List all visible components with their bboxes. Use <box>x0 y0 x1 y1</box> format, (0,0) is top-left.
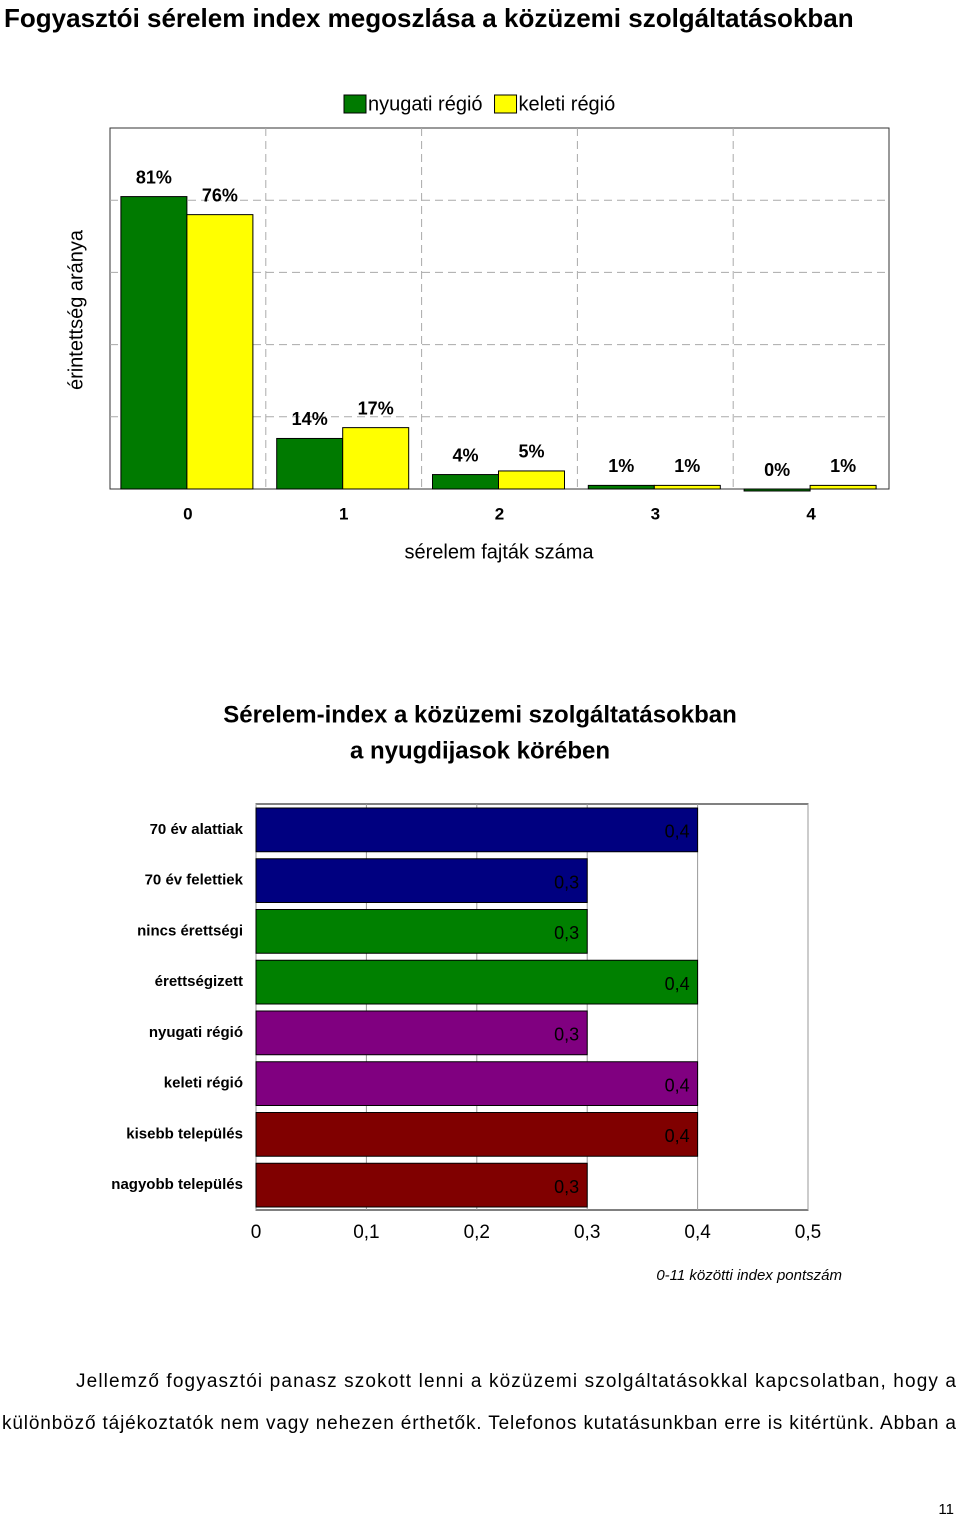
x-tick-label: 2 <box>495 504 504 523</box>
category-label: keleti régió <box>164 1075 243 1092</box>
value-label: 0% <box>764 460 790 480</box>
body-text: különböző tájékoztatók nem vagy nehezen … <box>2 1413 956 1434</box>
x-tick-label: 0,3 <box>574 1222 600 1243</box>
body-text: Jellemző fogyasztói panasz szokott lenni… <box>76 1371 956 1392</box>
bar <box>432 474 499 490</box>
chart-title: a nyugdijasok körében <box>350 737 610 764</box>
value-label: 0,3 <box>554 923 579 943</box>
value-label: 4% <box>452 445 478 465</box>
bar <box>186 214 254 490</box>
bar <box>809 484 877 490</box>
bar <box>653 484 721 490</box>
x-tick-label: 0,4 <box>684 1222 711 1243</box>
value-label: 17% <box>358 398 394 418</box>
category-label: 70 év alattiak <box>150 821 244 838</box>
value-label: 1% <box>674 456 700 476</box>
x-axis-label: sérelem fajták száma <box>405 541 595 563</box>
bar <box>120 196 188 490</box>
bar <box>255 1162 588 1208</box>
x-tick-label: 0,1 <box>353 1222 379 1243</box>
category-label: érettségizett <box>155 973 243 990</box>
x-tick-label: 0 <box>183 504 192 523</box>
value-label: 0,3 <box>554 872 579 892</box>
bar <box>255 858 588 903</box>
legend-label: keleti régió <box>519 93 616 115</box>
value-label: 0,4 <box>665 822 690 842</box>
bar <box>587 484 655 490</box>
category-label: nyugati régió <box>149 1024 243 1041</box>
bar <box>342 427 410 490</box>
x-tick-label: 0,5 <box>795 1222 821 1243</box>
value-label: 0,4 <box>665 1126 690 1146</box>
bar <box>255 1061 699 1106</box>
legend-swatch <box>343 94 367 114</box>
bar <box>255 1010 588 1056</box>
bar <box>255 909 588 954</box>
x-tick-label: 4 <box>806 504 816 523</box>
value-label: 1% <box>608 456 634 476</box>
value-label: 0,4 <box>665 1075 690 1095</box>
bar <box>255 1112 699 1157</box>
legend-label: nyugati régió <box>368 93 483 115</box>
x-tick-label: 0,2 <box>464 1222 490 1243</box>
x-tick-label: 3 <box>651 504 660 523</box>
value-label: 1% <box>830 456 856 476</box>
y-axis-label: érintettség aránya <box>65 229 87 390</box>
bar <box>255 959 699 1005</box>
legend-swatch <box>494 94 518 114</box>
value-label: 76% <box>202 185 238 205</box>
value-label: 81% <box>136 167 172 187</box>
chart-title: Sérelem-index a közüzemi szolgáltatásokb… <box>223 701 737 728</box>
bar <box>743 488 811 492</box>
page-number: 11 <box>938 1501 954 1518</box>
bar <box>276 437 344 490</box>
value-label: 14% <box>292 409 328 429</box>
x-tick-label: 0 <box>251 1222 262 1243</box>
x-axis-label: 0-11 közötti index pontszám <box>656 1267 842 1284</box>
value-label: 5% <box>518 442 544 462</box>
bar <box>255 807 699 853</box>
page-title: Fogyasztói sérelem index megoszlása a kö… <box>4 3 854 33</box>
category-label: nagyobb település <box>111 1176 243 1193</box>
value-label: 0,4 <box>665 974 690 994</box>
category-label: 70 év felettiek <box>145 872 244 889</box>
x-tick-label: 1 <box>339 504 348 523</box>
value-label: 0,3 <box>554 1025 579 1045</box>
category-label: kisebb település <box>126 1125 243 1142</box>
value-label: 0,3 <box>554 1177 579 1197</box>
category-label: nincs érettségi <box>137 922 243 939</box>
bar <box>498 470 565 490</box>
